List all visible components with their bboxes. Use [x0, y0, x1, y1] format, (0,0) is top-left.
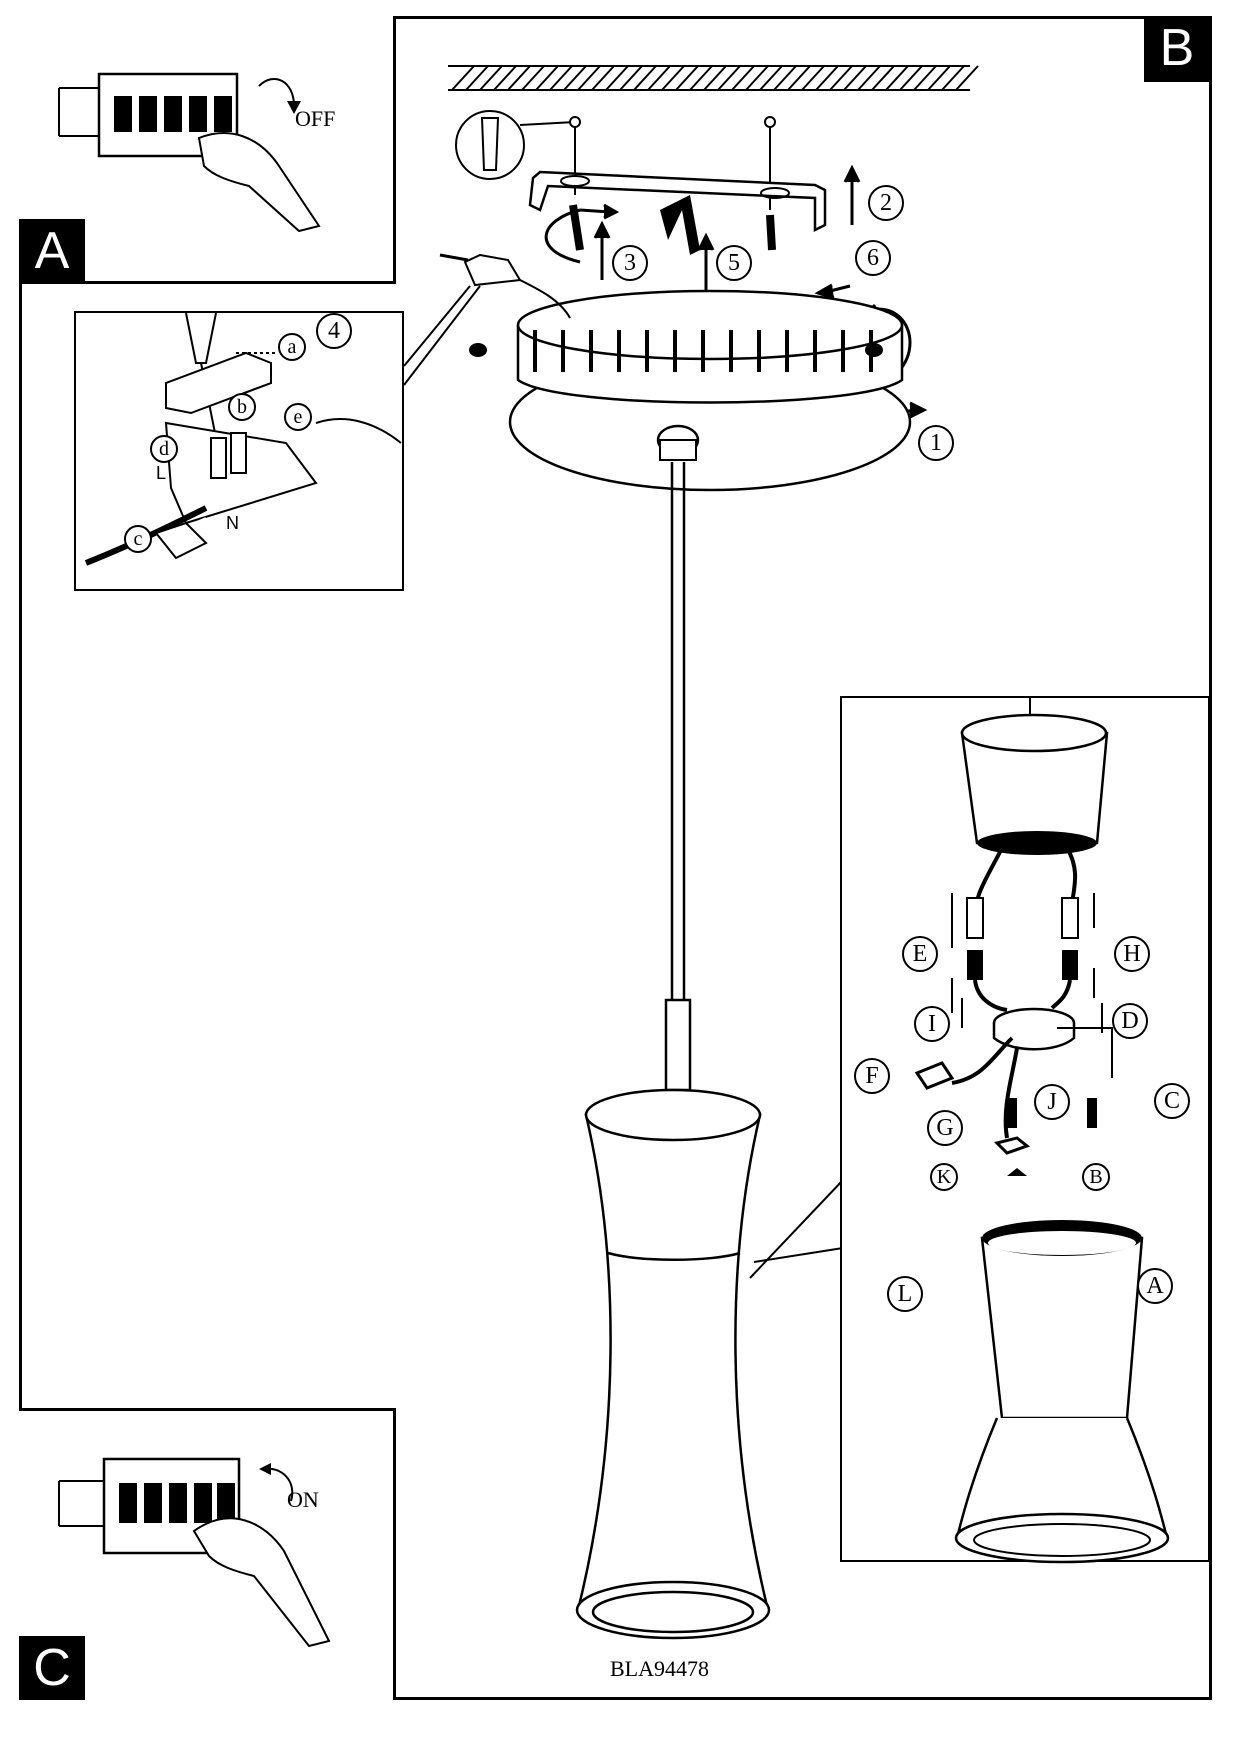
panel-b-tag: B	[1144, 16, 1210, 82]
panel-a-switch-off: OFF	[19, 16, 396, 284]
step-4: 4	[316, 313, 352, 349]
wire-l-mark: L	[156, 463, 167, 483]
wiring-step-d: d	[150, 435, 178, 463]
panel-wiring-detail: a 4 b e d c L N	[74, 311, 404, 591]
wire-n-mark: N	[226, 513, 239, 533]
lamp-shade	[575, 1088, 771, 1640]
wiring-step-a: a	[278, 333, 306, 361]
step-5: 5	[716, 245, 752, 281]
wiring-step-c: c	[124, 525, 152, 553]
detail-step-F: F	[854, 1058, 890, 1094]
step-1: 1	[918, 425, 954, 461]
wiring-step-b: b	[228, 393, 256, 421]
step-2: 2	[868, 185, 904, 221]
breaker-on-illustration	[58, 1457, 331, 1648]
off-label: OFF	[295, 106, 336, 131]
detail-step-B: B	[1082, 1163, 1110, 1191]
detail-step-I: I	[914, 1006, 950, 1042]
detail-step-J: J	[1034, 1084, 1070, 1120]
page-frame	[19, 16, 1212, 1700]
detail-step-L: L	[887, 1276, 923, 1312]
panel-a-tag: A	[19, 219, 85, 283]
on-label: ON	[287, 1487, 319, 1512]
detail-step-D: D	[1112, 1003, 1148, 1039]
step-6: 6	[855, 240, 891, 276]
detail-step-G: G	[927, 1110, 963, 1146]
model-code: BLA94478	[610, 1656, 709, 1681]
terminal-wiring-illustration	[84, 312, 402, 569]
panel-c-tag: C	[19, 1636, 85, 1700]
wiring-step-e: e	[284, 403, 312, 431]
mounting-bracket	[528, 170, 827, 233]
detail-step-C: C	[1154, 1083, 1190, 1119]
ceiling-hatch	[448, 65, 970, 91]
panel-shade-detail: E H I D F G J C K B A L	[840, 696, 1210, 1564]
detail-step-A: A	[1137, 1268, 1173, 1304]
wall-plug-inset	[455, 110, 525, 180]
detail-step-E: E	[902, 936, 938, 972]
detail-step-H: H	[1114, 936, 1150, 972]
canopy	[508, 289, 912, 492]
shade-assembly-illustration	[914, 698, 1170, 1564]
step-3: 3	[612, 245, 648, 281]
detail-step-K: K	[930, 1163, 958, 1191]
breaker-off-illustration	[58, 72, 321, 233]
